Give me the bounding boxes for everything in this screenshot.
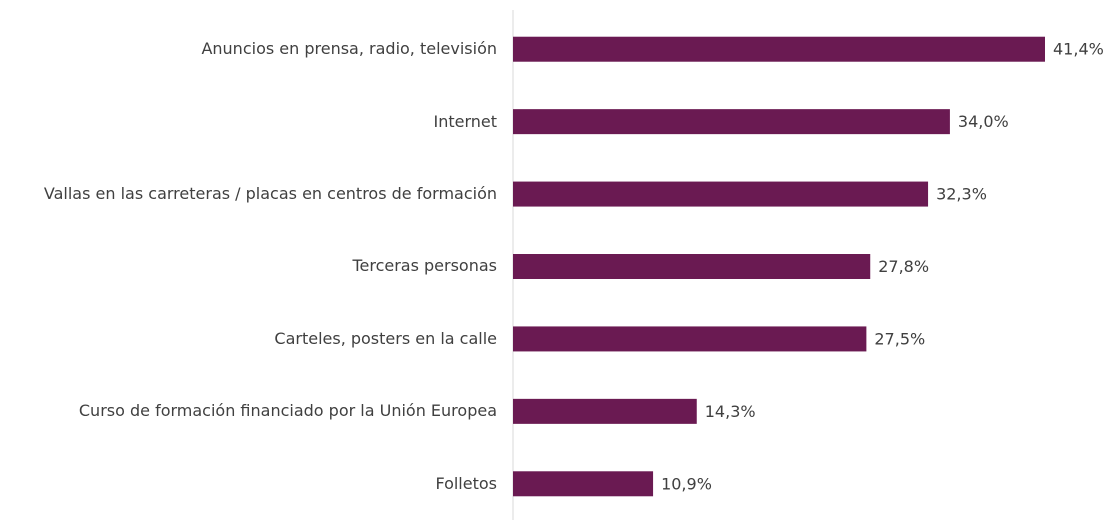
value-label: 14,3%	[705, 402, 756, 421]
category-label: Vallas en las carreteras / placas en cen…	[43, 184, 497, 204]
value-label: 27,5%	[874, 329, 925, 348]
bar	[513, 254, 871, 279]
category-label: Curso de formación financiado por la Uni…	[78, 401, 497, 421]
category-label: Terceras personas	[352, 256, 497, 276]
value-label: 32,3%	[936, 185, 987, 204]
category-label: Carteles, posters en la calle	[274, 328, 497, 348]
value-label: 34,0%	[958, 112, 1009, 131]
bar	[513, 109, 950, 135]
category-label: Folletos	[435, 473, 497, 493]
value-label: 27,8%	[878, 257, 929, 276]
category-label: Anuncios en prensa, radio, televisión	[201, 39, 497, 59]
value-label: 41,4%	[1053, 40, 1104, 59]
value-label: 10,9%	[661, 474, 712, 493]
bar	[513, 398, 697, 424]
category-label: Internet	[433, 111, 497, 131]
bar	[513, 36, 1045, 62]
bar	[513, 471, 654, 497]
bar	[513, 181, 929, 207]
bar	[513, 326, 867, 352]
